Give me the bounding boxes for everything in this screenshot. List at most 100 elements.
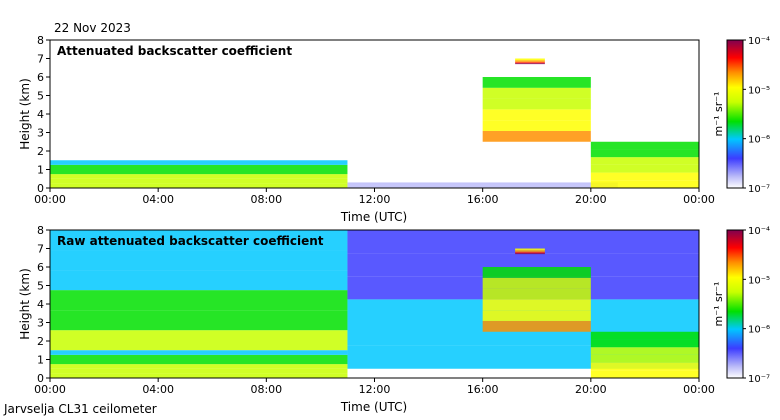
heatmap-cell-descending-layer [482, 120, 591, 131]
heatmap-cell-low-signal-surface [347, 182, 618, 184]
x-tick-label: 12:00 [359, 193, 391, 206]
heatmap-cell-cloud-layer-high [515, 61, 545, 63]
heatmap-cell-boundary-layer [50, 178, 348, 184]
colorbar-tick-label: 10⁻⁶ [748, 135, 770, 146]
colorbar-tick-label: 10⁻⁶ [748, 325, 770, 336]
heatmap-cell-boundary-layer [50, 174, 348, 179]
x-tick-label: 08:00 [250, 193, 282, 206]
x-tick-label: 12:00 [359, 383, 391, 396]
x-tick-label: 00:00 [683, 383, 715, 396]
heatmap-cell-noise-background-night [347, 230, 699, 254]
y-tick-label: 0 [37, 372, 44, 385]
colorbar-ticks: 10⁻⁷ 10⁻⁶ 10⁻⁵ 10⁻⁴ [743, 226, 770, 385]
y-tick-label: 2 [37, 145, 44, 158]
heatmap-cell-descending-layer [482, 288, 591, 300]
heatmap-cell-late-cloud [590, 141, 699, 150]
heatmap-cell-descending-layer [482, 320, 591, 332]
x-tick-label: 00:00 [683, 193, 715, 206]
heatmap-cell-boundary-layer [50, 359, 348, 365]
colorbar-tick-label: 10⁻⁵ [748, 275, 770, 286]
panel-title: Attenuated backscatter coefficient [57, 44, 292, 58]
colorbar [726, 229, 744, 379]
x-tick-label: 08:00 [250, 383, 282, 396]
heatmap-cell-boundary-layer [50, 350, 348, 355]
colorbar-ticks: 10⁻⁷ 10⁻⁶ 10⁻⁵ 10⁻⁴ [743, 36, 770, 195]
heatmap-cell-late-cloud [590, 149, 699, 158]
y-tick-label: 1 [37, 354, 44, 367]
y-axis: 0 1 2 3 4 5 6 7 8 [37, 34, 50, 195]
heatmap-cell-late-cloud [590, 157, 699, 165]
heatmap-cell-low-signal-surface [347, 186, 618, 188]
y-tick-label: 8 [37, 224, 44, 237]
backscatter-panel: Attenuated backscatter coefficient 0 1 2 3 4… [18, 34, 770, 224]
heatmap-cell-late-cloud [590, 180, 699, 188]
y-tick-label: 0 [37, 182, 44, 195]
heatmap-cell-boundary-layer [50, 164, 348, 170]
heatmap-cell-late-cloud [590, 164, 699, 173]
y-tick-label: 4 [37, 108, 44, 121]
heatmap-cell-low-signal-surface [347, 183, 618, 185]
colorbar-tick-label: 10⁻⁴ [748, 226, 770, 237]
x-axis: 00:00 04:00 08:00 12:00 16:00 20:00 00:00 [34, 188, 715, 206]
heatmap-cell-late-cloud [590, 370, 699, 378]
y-tick-label: 6 [37, 261, 44, 274]
x-tick-label: 04:00 [142, 193, 174, 206]
heatmap-cell-descending-layer [482, 109, 591, 121]
colorbar-label: m⁻¹ sr⁻¹ [712, 282, 725, 327]
colorbar-tick-label: 10⁻⁴ [748, 36, 770, 47]
colorbar-tick-label: 10⁻⁷ [748, 184, 770, 195]
heatmap-cell-late-cloud [590, 347, 699, 355]
y-axis: 0 1 2 3 4 5 6 7 8 [37, 224, 50, 385]
heatmap-cell-cloud-layer-high [515, 63, 545, 65]
heatmap-cell-cloud-layer-high [515, 59, 545, 61]
heatmap-cell-noise-background-day [50, 330, 348, 351]
x-axis: 00:00 04:00 08:00 12:00 16:00 20:00 00:00 [34, 378, 715, 396]
heatmap-cell-cloud-layer-high [515, 58, 545, 60]
y-tick-label: 7 [37, 53, 44, 66]
y-tick-label: 5 [37, 280, 44, 293]
station-label: Jarvselja CL31 ceilometer [4, 402, 157, 416]
heatmap-cell-noise-background-night [347, 253, 699, 277]
heatmap-cell-late-cloud [590, 362, 699, 371]
heatmap-cell-boundary-layer [50, 364, 348, 369]
heatmap-cell-boundary-layer [50, 373, 348, 378]
heatmap-cell-descending-layer [482, 310, 591, 321]
heatmap-cell-descending-layer [482, 130, 591, 142]
heatmap-cell-cloud-layer-high [515, 251, 545, 253]
x-tick-label: 16:00 [467, 383, 499, 396]
heatmap-cell-noise-background-day [50, 310, 348, 331]
x-tick-label: 00:00 [34, 383, 66, 396]
heatmap-cell-cloud-layer-high [515, 60, 545, 62]
x-tick-label: 00:00 [34, 193, 66, 206]
heatmap-cell-boundary-layer [50, 160, 348, 165]
colorbar-label: m⁻¹ sr⁻¹ [712, 92, 725, 137]
x-tick-label: 16:00 [467, 193, 499, 206]
x-tick-label: 04:00 [142, 383, 174, 396]
heatmap-cell-descending-layer [482, 277, 591, 289]
x-tick-label: 20:00 [575, 193, 607, 206]
heatmap-cell-descending-layer [482, 98, 591, 110]
colorbar-tick-label: 10⁻⁷ [748, 374, 770, 385]
x-axis-label: Time (UTC) [340, 210, 407, 224]
y-tick-label: 6 [37, 71, 44, 84]
heatmap-cell-boundary-layer [50, 354, 348, 360]
heatmap-cell-late-cloud [590, 339, 699, 348]
y-tick-label: 3 [37, 317, 44, 330]
y-axis-label: Height (km) [18, 78, 32, 149]
heatmap-cell-late-cloud [590, 331, 699, 340]
panel-title: Raw attenuated backscatter coefficient [57, 234, 324, 248]
raw-backscatter-panel: Raw attenuated backscatter coefficient 0… [18, 224, 770, 414]
heatmap-cell-noise-background-day [50, 270, 348, 291]
heatmap-cell-boundary-layer [50, 368, 348, 374]
heatmap-cell-cloud-layer-high [515, 253, 545, 255]
y-tick-label: 3 [37, 127, 44, 140]
heatmap-cell-low-signal-surface [347, 185, 618, 187]
x-tick-label: 20:00 [575, 383, 607, 396]
heatmap-cell-noise-background-day [50, 230, 348, 251]
y-tick-label: 4 [37, 298, 44, 311]
heatmap-cell-descending-layer [482, 77, 591, 88]
y-tick-label: 2 [37, 335, 44, 348]
heatmap-cell-late-cloud [590, 172, 699, 181]
heatmap-cell-cloud-layer-high [515, 250, 545, 252]
